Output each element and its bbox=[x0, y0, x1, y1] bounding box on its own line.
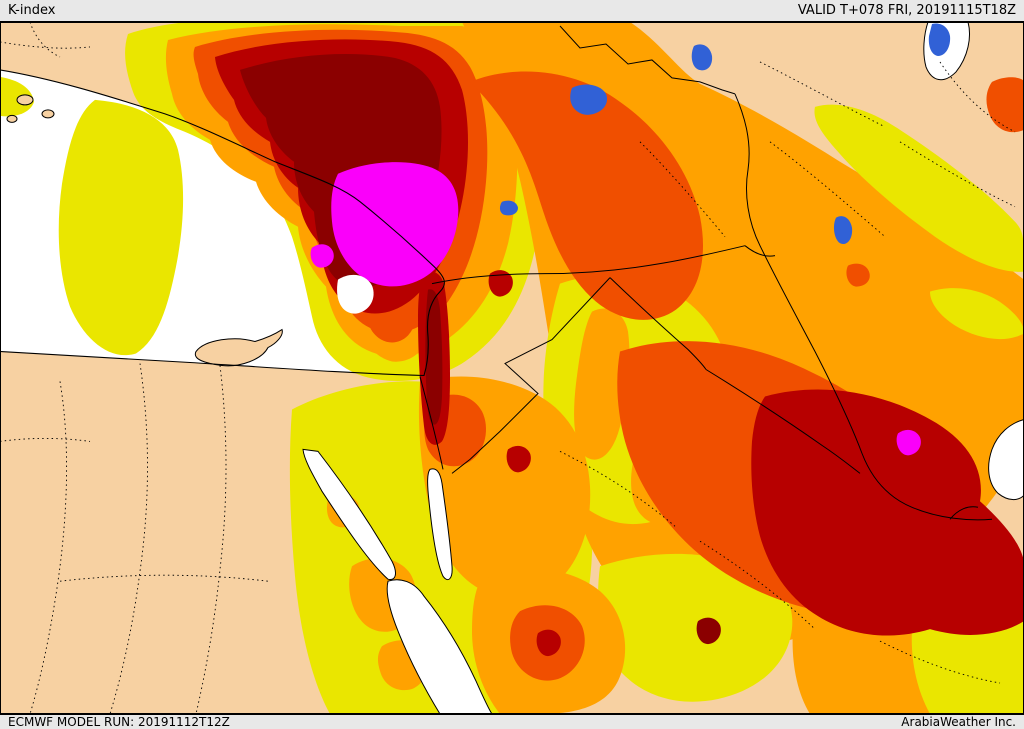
contour-magenta bbox=[310, 162, 921, 456]
provider-credit: ArabiaWeather Inc. bbox=[901, 715, 1016, 729]
footer-bar: ECMWF MODEL RUN: 20191112T12Z ArabiaWeat… bbox=[0, 714, 1024, 729]
weather-map-canvas bbox=[0, 22, 1024, 714]
weather-map bbox=[0, 22, 1024, 714]
country-borders bbox=[419, 25, 993, 521]
model-run-label: ECMWF MODEL RUN: 20191112T12Z bbox=[8, 715, 230, 729]
island-cyprus bbox=[6, 94, 283, 367]
sea-red-sea bbox=[302, 448, 493, 714]
header-bar: K-index VALID T+078 FRI, 20191115T18Z bbox=[0, 0, 1024, 22]
contour-white-hole bbox=[337, 274, 374, 314]
map-parameter-title: K-index bbox=[8, 3, 56, 18]
admin-borders-dotted bbox=[0, 22, 1016, 714]
valid-time-label: VALID T+078 FRI, 20191115T18Z bbox=[797, 3, 1016, 18]
lakes bbox=[499, 23, 951, 244]
sea-persian-gulf bbox=[988, 418, 1024, 501]
